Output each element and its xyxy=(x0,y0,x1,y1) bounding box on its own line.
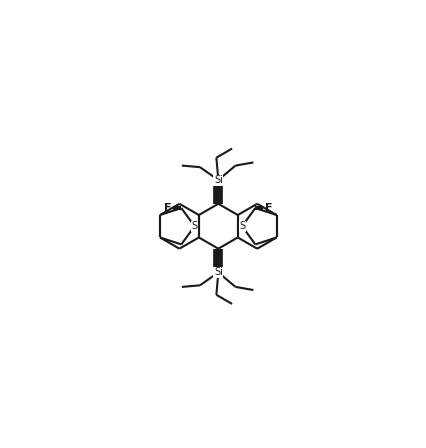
Text: S: S xyxy=(191,221,198,231)
Text: F: F xyxy=(164,203,172,213)
Text: Si: Si xyxy=(214,175,223,185)
Text: Si: Si xyxy=(214,267,223,277)
Text: F: F xyxy=(265,203,273,213)
Text: S: S xyxy=(239,221,245,231)
